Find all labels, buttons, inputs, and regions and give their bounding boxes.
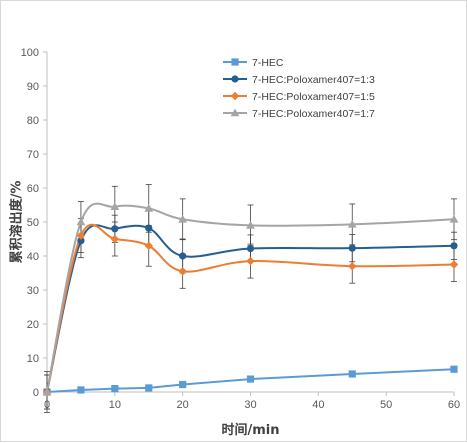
data-point-series-1 bbox=[111, 385, 119, 393]
data-point-series-4 bbox=[144, 204, 154, 212]
legend-swatch-marker bbox=[231, 75, 239, 83]
y-tick-label: 60 bbox=[27, 183, 39, 195]
x-tick-label: 10 bbox=[109, 399, 121, 411]
data-point-series-2 bbox=[77, 237, 85, 245]
legend-swatch-marker bbox=[231, 58, 239, 66]
y-tick-label: 90 bbox=[27, 81, 39, 93]
data-point-series-3 bbox=[110, 234, 120, 244]
data-point-series-2 bbox=[111, 225, 119, 233]
legend: 7-HEC 7-HEC:Poloxamer407=1:3 7-HEC:Poloxam… bbox=[223, 57, 375, 120]
axes: 01020304050600102030405060708090100 bbox=[21, 47, 460, 411]
data-point-series-3 bbox=[449, 260, 459, 269]
x-tick-label: 20 bbox=[177, 399, 189, 411]
data-point-series-4 bbox=[110, 202, 120, 210]
data-point-series-2 bbox=[145, 224, 153, 232]
y-tick-label: 20 bbox=[27, 319, 39, 331]
x-axis-title: 时间/min bbox=[221, 422, 279, 438]
x-tick-label: 40 bbox=[312, 399, 324, 411]
data-point-series-4 bbox=[449, 214, 459, 223]
data-point-series-1 bbox=[348, 370, 356, 378]
legend-swatch-marker bbox=[230, 91, 240, 101]
data-point-series-4 bbox=[76, 217, 86, 226]
legend-label: 7-HEC:Poloxamer407=1:3 bbox=[252, 74, 375, 86]
x-tick-label: 30 bbox=[244, 399, 256, 411]
data-point-series-3 bbox=[178, 267, 187, 276]
data-point-series-2 bbox=[246, 244, 255, 253]
data-point-series-4 bbox=[178, 214, 188, 223]
data-point-series-3 bbox=[144, 241, 153, 250]
data-point-series-3 bbox=[348, 262, 357, 271]
y-tick-label: 0 bbox=[33, 387, 39, 399]
legend-label: 7-HEC:Poloxamer407=1:5 bbox=[252, 91, 375, 103]
y-tick-label: 70 bbox=[27, 149, 39, 161]
x-tick-label: 60 bbox=[448, 399, 460, 411]
data-point-series-2 bbox=[348, 244, 356, 252]
series-line-1 bbox=[46, 368, 455, 393]
y-tick-label: 10 bbox=[27, 353, 39, 365]
y-axis-title: 累积溶出度/% bbox=[9, 181, 25, 264]
y-tick-label: 100 bbox=[21, 47, 39, 59]
data-point-series-1 bbox=[179, 380, 187, 389]
data-point-series-4 bbox=[347, 219, 357, 228]
x-tick-label: 50 bbox=[380, 399, 392, 411]
data-point-series-4 bbox=[246, 221, 255, 229]
data-point-series-4 bbox=[42, 387, 52, 396]
series-markers bbox=[42, 202, 459, 397]
legend-label: 7-HEC bbox=[252, 57, 284, 69]
data-point-series-2 bbox=[179, 252, 187, 260]
data-point-series-3 bbox=[76, 231, 86, 240]
legend-swatch-marker bbox=[230, 108, 240, 117]
y-tick-label: 40 bbox=[27, 251, 39, 263]
data-point-series-2 bbox=[450, 242, 458, 250]
data-point-series-3 bbox=[246, 256, 255, 266]
data-point-series-1 bbox=[145, 384, 153, 392]
data-point-series-1 bbox=[77, 386, 85, 394]
data-point-series-1 bbox=[246, 375, 255, 383]
data-point-series-1 bbox=[450, 365, 458, 373]
legend-label: 7-HEC:Poloxamer407=1:7 bbox=[252, 108, 375, 120]
y-tick-label: 30 bbox=[27, 285, 39, 297]
y-tick-label: 50 bbox=[27, 217, 39, 229]
y-tick-label: 80 bbox=[27, 115, 39, 127]
